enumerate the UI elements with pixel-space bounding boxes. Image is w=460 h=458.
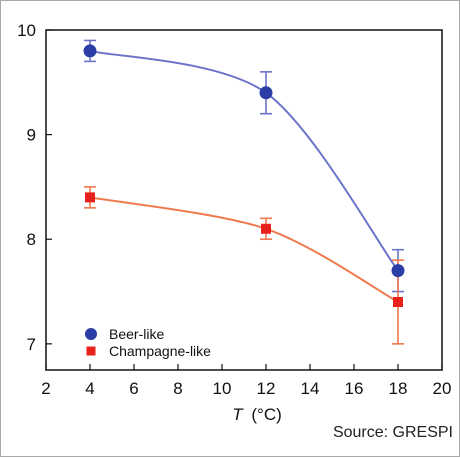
x-axis-unit: (°C) xyxy=(251,405,281,424)
champagne-like-point xyxy=(261,223,271,234)
champagne-like-curve xyxy=(89,196,399,303)
legend-label: Beer-like xyxy=(109,326,164,342)
y-axis: 7 8 9 10 xyxy=(17,21,52,354)
x-tick-label: 14 xyxy=(301,379,320,398)
x-tick-label: 8 xyxy=(173,379,182,398)
x-axis-variable: T xyxy=(232,405,244,424)
champagne-like-point xyxy=(393,297,403,307)
beer-like-point xyxy=(391,264,405,278)
x-tick-label: 6 xyxy=(129,379,138,398)
beer-like-point xyxy=(259,86,273,100)
x-tick-label: 20 xyxy=(433,379,452,398)
legend-marker-square xyxy=(86,346,96,356)
champagne-like-point xyxy=(85,192,95,203)
source-credit: Source: GRESPI xyxy=(332,424,453,441)
x-tick-label: 16 xyxy=(345,379,364,398)
y-tick-label: 7 xyxy=(27,335,36,354)
x-tick-label: 18 xyxy=(389,379,408,398)
legend-marker-circle xyxy=(85,328,97,340)
legend-item: Champagne-like xyxy=(86,343,211,359)
y-tick-label: 8 xyxy=(27,230,36,249)
x-tick-label: 10 xyxy=(213,379,232,398)
x-axis: 2 4 6 8 10 12 14 16 18 20 xyxy=(41,364,451,398)
data-points xyxy=(83,44,405,307)
y-tick-label: 10 xyxy=(17,21,36,40)
y-tick-label: 9 xyxy=(27,126,36,145)
x-tick-label: 4 xyxy=(85,379,94,398)
x-tick-label: 12 xyxy=(257,379,276,398)
plot-area xyxy=(45,29,443,371)
beer-like-curve xyxy=(89,49,399,272)
error-bars xyxy=(84,39,404,345)
legend-item: Beer-like xyxy=(85,326,164,342)
series-curves xyxy=(89,49,399,303)
beer-like-point xyxy=(83,44,97,58)
x-axis-label: T (°C) xyxy=(232,405,282,424)
x-tick-label: 2 xyxy=(41,379,50,398)
legend-label: Champagne-like xyxy=(109,343,211,359)
